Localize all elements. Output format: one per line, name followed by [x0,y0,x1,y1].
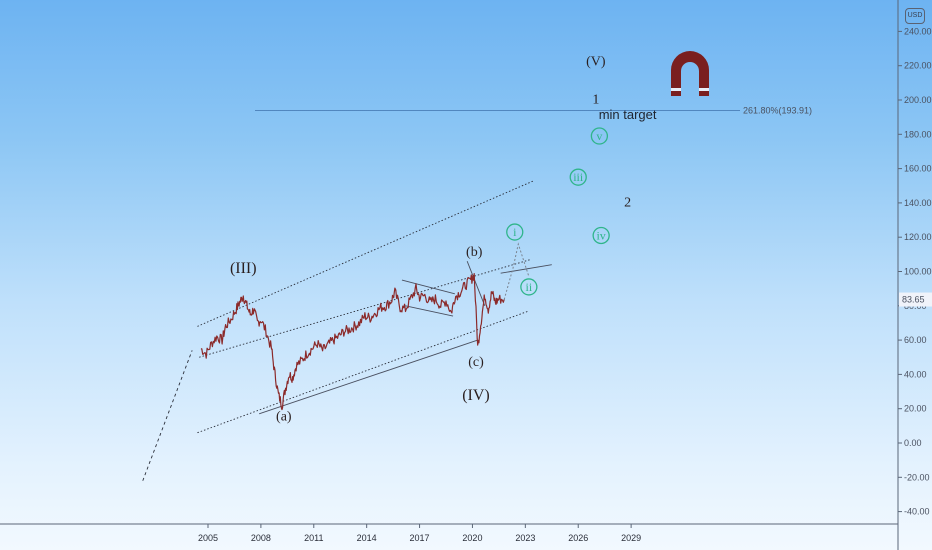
wave-label: (c) [468,355,484,370]
trend-line-6 [401,279,455,295]
price-tick-label: 100.00 [904,267,932,277]
price-tick-label: 140.00 [904,198,932,208]
price-tick-label: 200.00 [904,95,932,105]
last-price-badge [899,292,932,307]
time-tick-label: 2005 [198,533,218,543]
circled-wave-label: iv [596,228,605,242]
price-tick-label: 0.00 [904,438,922,448]
wave-label: (III) [230,260,257,277]
circled-wave-label: v [596,129,602,143]
price-series-line [200,273,505,411]
circled-wave-ring [506,223,524,241]
price-tick-label: 40.00 [904,369,927,379]
trend-line-3 [142,350,193,481]
magnet-pole-right [699,88,709,91]
magnet-pole-left [671,88,681,91]
price-tick-label: 120.00 [904,232,932,242]
trend-line-8 [466,261,486,306]
circled-wave-label: i [513,225,517,239]
trend-line-7 [405,305,454,317]
time-tick-label: 2008 [251,533,271,543]
time-tick-label: 2023 [515,533,535,543]
trend-line-5 [500,264,552,274]
trend-line-4 [258,339,478,415]
trend-line-2 [199,259,531,358]
time-tick-label: 2029 [621,533,641,543]
currency-badge[interactable]: USD [905,8,925,24]
time-tick-label: 2014 [357,533,377,543]
projected-path [503,242,530,300]
price-tick-label: 240.00 [904,26,932,36]
fib-level-label: 261.80%(193.91) [743,105,812,115]
circled-wave-ring [520,278,538,296]
time-tick-label: 2011 [304,533,323,543]
time-tick-label: 2020 [462,533,482,543]
trend-line-0 [197,180,535,327]
wave-label: (IV) [462,387,490,404]
wave-label: 2 [624,195,631,210]
wave-label: (b) [466,245,483,260]
magnet-body [671,51,709,96]
price-tick-label: 160.00 [904,164,932,174]
time-tick-label: 2026 [568,533,588,543]
price-tick-label: 60.00 [904,335,927,345]
last-price-label: 83.65 [902,295,925,305]
price-tick-label: 180.00 [904,129,932,139]
wave-label: (a) [276,410,292,425]
magnet-icon [671,51,709,96]
wave-label: 1 [592,92,599,107]
circled-wave-ring [590,127,609,145]
circled-wave-ring [569,168,587,186]
trend-line-1 [197,310,530,434]
min-target-annotation: min target [599,107,657,122]
price-tick-label: -20.00 [904,472,930,482]
circled-wave-label: ii [526,280,533,294]
wave-label: (V) [586,55,606,70]
price-tick-label: 20.00 [904,404,927,414]
price-tick-label: -40.00 [904,507,930,517]
time-tick-label: 2017 [410,533,430,543]
price-tick-label: 220.00 [904,61,932,71]
circled-wave-ring [592,226,610,245]
circled-wave-label: iii [573,170,584,184]
